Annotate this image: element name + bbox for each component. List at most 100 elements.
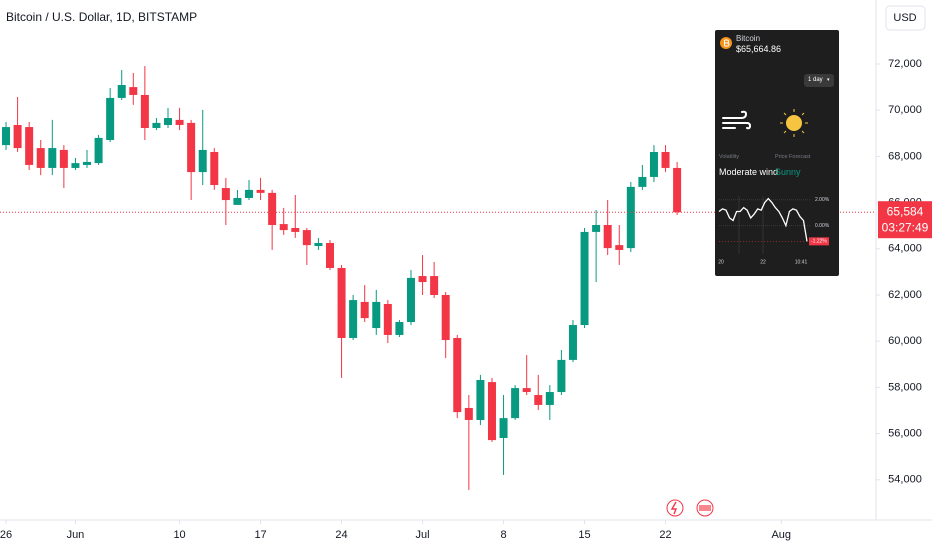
- candle-body: [106, 97, 115, 140]
- candle-body: [360, 301, 369, 319]
- candle-body: [36, 148, 45, 168]
- candle-body: [244, 189, 253, 198]
- forecast-label: Price Forecast: [775, 154, 811, 160]
- candle-body: [522, 388, 531, 393]
- candle-body: [233, 197, 242, 205]
- y-tick-label: 68,000: [888, 150, 922, 162]
- y-tick-label: 60,000: [888, 335, 922, 347]
- y-tick-label: 58,000: [888, 381, 922, 393]
- spark-current-box: [809, 237, 829, 246]
- x-tick-label: 26: [0, 529, 12, 541]
- widget: Bitcoin $65,664.86 1 day ▾ Volatility Pr…: [715, 30, 839, 276]
- chart-title: Bitcoin / U.S. Dollar, 1D, BITSTAMP: [6, 10, 197, 24]
- candle-body: [337, 267, 346, 338]
- spark-x-label: 20: [718, 259, 724, 265]
- interval-caret: ▾: [827, 77, 830, 83]
- candle-body: [279, 224, 288, 231]
- candle-body: [406, 277, 415, 323]
- wind-icon: [722, 110, 751, 130]
- x-tick-label: 24: [335, 529, 347, 541]
- candle-body: [71, 163, 80, 168]
- candle-body: [673, 167, 682, 213]
- candle-body: [198, 149, 207, 173]
- candle-body: [2, 127, 11, 146]
- y-tick-label: 56,000: [888, 428, 922, 440]
- event-icon-bolt: [670, 501, 678, 515]
- candle-body: [152, 122, 161, 128]
- candle-body: [302, 230, 311, 246]
- candle-body: [291, 228, 300, 232]
- spark-tick-label: 0.00%: [815, 223, 830, 229]
- candle-body: [545, 392, 554, 405]
- candle-body: [626, 186, 635, 249]
- interval-button[interactable]: [804, 74, 834, 87]
- sparkline-chart: 2.00% 0.00% -1.22% 20 22 10:41: [718, 196, 830, 265]
- candle-body: [268, 192, 277, 226]
- candle-body: [13, 124, 22, 149]
- last-price-label: 65,584: [887, 204, 924, 218]
- candle-body: [464, 407, 473, 420]
- candle-body: [499, 418, 508, 438]
- x-tick-label: 22: [659, 529, 671, 541]
- y-tick-label: 54,000: [888, 474, 922, 486]
- candle-body: [117, 85, 126, 98]
- candle-body: [534, 395, 543, 405]
- x-tick-label: Aug: [771, 529, 791, 541]
- candle-body: [187, 122, 196, 173]
- spark-current-label: -1.22%: [811, 239, 827, 245]
- candle-body: [210, 152, 219, 186]
- spark-x-label: 10:41: [795, 259, 808, 265]
- event-icons[interactable]: [666, 499, 714, 517]
- candle-body: [557, 359, 566, 393]
- y-tick-label: 62,000: [888, 289, 922, 301]
- x-tick-label: 10: [173, 529, 185, 541]
- candle-body: [661, 152, 670, 168]
- sun-rays: [780, 109, 808, 137]
- x-tick-label: Jul: [416, 529, 430, 541]
- candle-body: [430, 276, 439, 295]
- y-tick-label: 72,000: [888, 58, 922, 70]
- candle-body: [580, 231, 589, 326]
- x-tick-label: 17: [254, 529, 266, 541]
- candle-body: [418, 276, 427, 283]
- last-price-box: [878, 201, 932, 239]
- widget-name: Bitcoin: [736, 34, 761, 43]
- candle-body: [25, 127, 34, 165]
- candle-body: [129, 87, 138, 95]
- candle-body: [83, 161, 92, 165]
- candle-body: [256, 189, 265, 193]
- coin-glyph: [724, 39, 730, 47]
- candle-body: [638, 176, 647, 187]
- candle-body: [568, 325, 577, 360]
- candle-body: [94, 137, 103, 164]
- candle-body: [592, 225, 601, 232]
- candle-body: [175, 119, 184, 125]
- candle-body: [314, 243, 323, 247]
- y-tick-label: 64,000: [888, 243, 922, 255]
- forecast-value: Sunny: [775, 167, 801, 177]
- candle-body: [325, 243, 334, 268]
- candle-body: [140, 94, 149, 128]
- interval-label[interactable]: 1 day: [808, 77, 823, 83]
- candle-body: [487, 382, 496, 441]
- y-tick-label: 70,000: [888, 104, 922, 116]
- currency-box[interactable]: [885, 5, 926, 31]
- candle-body: [649, 152, 658, 177]
- candle-body: [603, 225, 612, 249]
- event-icon[interactable]: [666, 499, 684, 517]
- sun-disc: [786, 115, 802, 131]
- spark-x-label: 22: [760, 259, 766, 265]
- candle-body: [221, 188, 230, 201]
- candle-body: [48, 148, 57, 168]
- coin-icon: [720, 37, 732, 49]
- candle-body: [383, 304, 392, 335]
- candle-body: [453, 337, 462, 413]
- widget-price: $65,664.86: [736, 44, 782, 54]
- countdown-label: 03:27:49: [882, 220, 929, 234]
- candle-body: [615, 245, 624, 250]
- spark-line: [718, 197, 808, 242]
- volatility-label: Volatility: [719, 154, 740, 160]
- currency-label[interactable]: USD: [893, 12, 916, 24]
